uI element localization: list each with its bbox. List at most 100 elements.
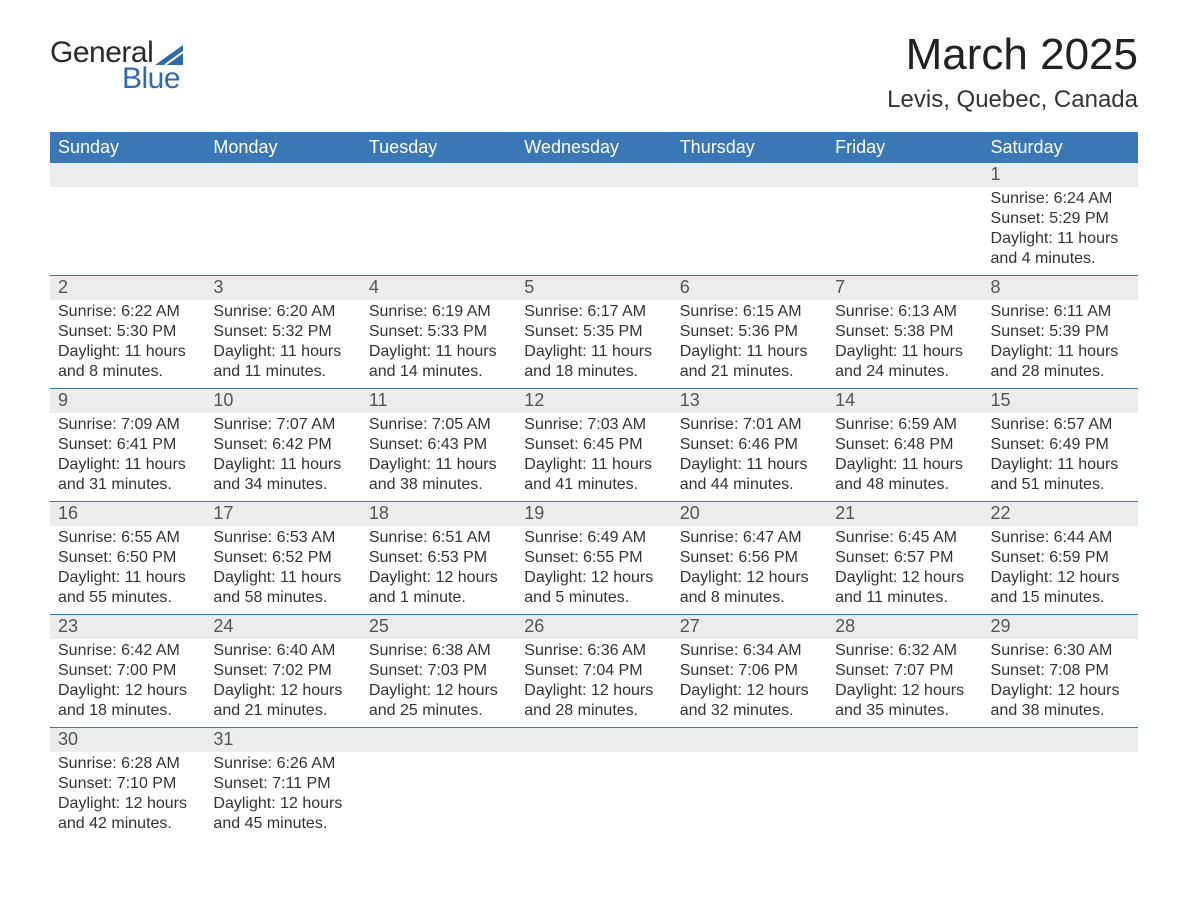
day-number: 13 <box>672 389 827 413</box>
day-number: 27 <box>672 615 827 639</box>
day-detail: Sunrise: 6:57 AMSunset: 6:49 PMDaylight:… <box>983 413 1138 501</box>
day-detail <box>361 187 516 275</box>
daylight1-text: Daylight: 12 hours <box>524 681 663 701</box>
day-number: 9 <box>50 389 205 413</box>
daynum-row: 23242526272829 <box>50 614 1138 639</box>
sunrise-text: Sunrise: 6:57 AM <box>991 415 1130 435</box>
day-number <box>50 163 205 187</box>
day-number <box>983 728 1138 752</box>
calendar: Sunday Monday Tuesday Wednesday Thursday… <box>50 132 1138 840</box>
sunrise-text: Sunrise: 6:38 AM <box>369 641 508 661</box>
weekday-header: Monday <box>205 132 360 163</box>
daylight1-text: Daylight: 11 hours <box>991 229 1130 249</box>
day-number: 5 <box>516 276 671 300</box>
daylight1-text: Daylight: 11 hours <box>524 455 663 475</box>
day-detail: Sunrise: 6:42 AMSunset: 7:00 PMDaylight:… <box>50 639 205 727</box>
sunrise-text: Sunrise: 6:51 AM <box>369 528 508 548</box>
daylight1-text: Daylight: 11 hours <box>835 342 974 362</box>
day-detail <box>983 752 1138 840</box>
sunset-text: Sunset: 7:07 PM <box>835 661 974 681</box>
daynum-row: 2345678 <box>50 275 1138 300</box>
title-block: March 2025 Levis, Quebec, Canada <box>887 30 1138 114</box>
sunrise-text: Sunrise: 6:40 AM <box>213 641 352 661</box>
sunset-text: Sunset: 6:41 PM <box>58 435 197 455</box>
weeks-container: 1Sunrise: 6:24 AMSunset: 5:29 PMDaylight… <box>50 163 1138 840</box>
sunset-text: Sunset: 6:52 PM <box>213 548 352 568</box>
day-detail: Sunrise: 6:20 AMSunset: 5:32 PMDaylight:… <box>205 300 360 388</box>
daylight1-text: Daylight: 12 hours <box>524 568 663 588</box>
sunrise-text: Sunrise: 6:53 AM <box>213 528 352 548</box>
sunset-text: Sunset: 5:33 PM <box>369 322 508 342</box>
daylight2-text: and 5 minutes. <box>524 588 663 608</box>
day-number: 12 <box>516 389 671 413</box>
day-detail: Sunrise: 6:53 AMSunset: 6:52 PMDaylight:… <box>205 526 360 614</box>
sunrise-text: Sunrise: 6:22 AM <box>58 302 197 322</box>
daylight1-text: Daylight: 12 hours <box>835 681 974 701</box>
day-detail: Sunrise: 6:19 AMSunset: 5:33 PMDaylight:… <box>361 300 516 388</box>
day-number <box>361 163 516 187</box>
daylight1-text: Daylight: 11 hours <box>369 455 508 475</box>
day-detail <box>827 187 982 275</box>
day-detail: Sunrise: 7:07 AMSunset: 6:42 PMDaylight:… <box>205 413 360 501</box>
sunset-text: Sunset: 6:50 PM <box>58 548 197 568</box>
day-detail: Sunrise: 6:47 AMSunset: 6:56 PMDaylight:… <box>672 526 827 614</box>
day-detail: Sunrise: 6:34 AMSunset: 7:06 PMDaylight:… <box>672 639 827 727</box>
day-detail: Sunrise: 6:11 AMSunset: 5:39 PMDaylight:… <box>983 300 1138 388</box>
daylight2-text: and 14 minutes. <box>369 362 508 382</box>
day-detail <box>672 187 827 275</box>
daylight2-text: and 34 minutes. <box>213 475 352 495</box>
day-number: 19 <box>516 502 671 526</box>
day-number: 26 <box>516 615 671 639</box>
day-number: 1 <box>983 163 1138 187</box>
daylight2-text: and 55 minutes. <box>58 588 197 608</box>
daylight2-text: and 8 minutes. <box>680 588 819 608</box>
day-number: 6 <box>672 276 827 300</box>
sunset-text: Sunset: 5:30 PM <box>58 322 197 342</box>
day-detail: Sunrise: 6:13 AMSunset: 5:38 PMDaylight:… <box>827 300 982 388</box>
day-number: 18 <box>361 502 516 526</box>
sunset-text: Sunset: 7:02 PM <box>213 661 352 681</box>
daylight1-text: Daylight: 11 hours <box>369 342 508 362</box>
sunset-text: Sunset: 7:06 PM <box>680 661 819 681</box>
day-number: 25 <box>361 615 516 639</box>
sunrise-text: Sunrise: 7:09 AM <box>58 415 197 435</box>
sunrise-text: Sunrise: 6:24 AM <box>991 189 1130 209</box>
day-number <box>827 728 982 752</box>
detail-row: Sunrise: 6:42 AMSunset: 7:00 PMDaylight:… <box>50 639 1138 727</box>
brand-bottom: Blue <box>122 64 183 94</box>
sunset-text: Sunset: 5:36 PM <box>680 322 819 342</box>
sunset-text: Sunset: 7:10 PM <box>58 774 197 794</box>
sunset-text: Sunset: 6:56 PM <box>680 548 819 568</box>
day-detail: Sunrise: 6:55 AMSunset: 6:50 PMDaylight:… <box>50 526 205 614</box>
sunset-text: Sunset: 5:29 PM <box>991 209 1130 229</box>
daylight2-text: and 24 minutes. <box>835 362 974 382</box>
day-number: 11 <box>361 389 516 413</box>
daylight1-text: Daylight: 12 hours <box>213 794 352 814</box>
day-number: 24 <box>205 615 360 639</box>
daylight1-text: Daylight: 11 hours <box>680 455 819 475</box>
daynum-row: 1 <box>50 163 1138 187</box>
sunset-text: Sunset: 6:49 PM <box>991 435 1130 455</box>
sunrise-text: Sunrise: 6:15 AM <box>680 302 819 322</box>
weekday-header: Saturday <box>983 132 1138 163</box>
day-number <box>827 163 982 187</box>
daylight1-text: Daylight: 12 hours <box>991 681 1130 701</box>
detail-row: Sunrise: 6:55 AMSunset: 6:50 PM Daylight:… <box>50 526 1138 614</box>
daylight2-text: and 21 minutes. <box>680 362 819 382</box>
daylight2-text: and 35 minutes. <box>835 701 974 721</box>
sunset-text: Sunset: 7:04 PM <box>524 661 663 681</box>
weekday-header: Tuesday <box>361 132 516 163</box>
sunrise-text: Sunrise: 6:55 AM <box>58 528 197 548</box>
sunset-text: Sunset: 6:46 PM <box>680 435 819 455</box>
sunrise-text: Sunrise: 7:05 AM <box>369 415 508 435</box>
day-detail: Sunrise: 6:38 AMSunset: 7:03 PMDaylight:… <box>361 639 516 727</box>
sunrise-text: Sunrise: 6:36 AM <box>524 641 663 661</box>
daylight2-text: and 48 minutes. <box>835 475 974 495</box>
daylight1-text: Daylight: 12 hours <box>369 568 508 588</box>
daylight2-text: and 28 minutes. <box>991 362 1130 382</box>
sunrise-text: Sunrise: 6:32 AM <box>835 641 974 661</box>
day-number: 15 <box>983 389 1138 413</box>
daylight2-text: and 42 minutes. <box>58 814 197 834</box>
day-detail <box>361 752 516 840</box>
daylight2-text: and 31 minutes. <box>58 475 197 495</box>
